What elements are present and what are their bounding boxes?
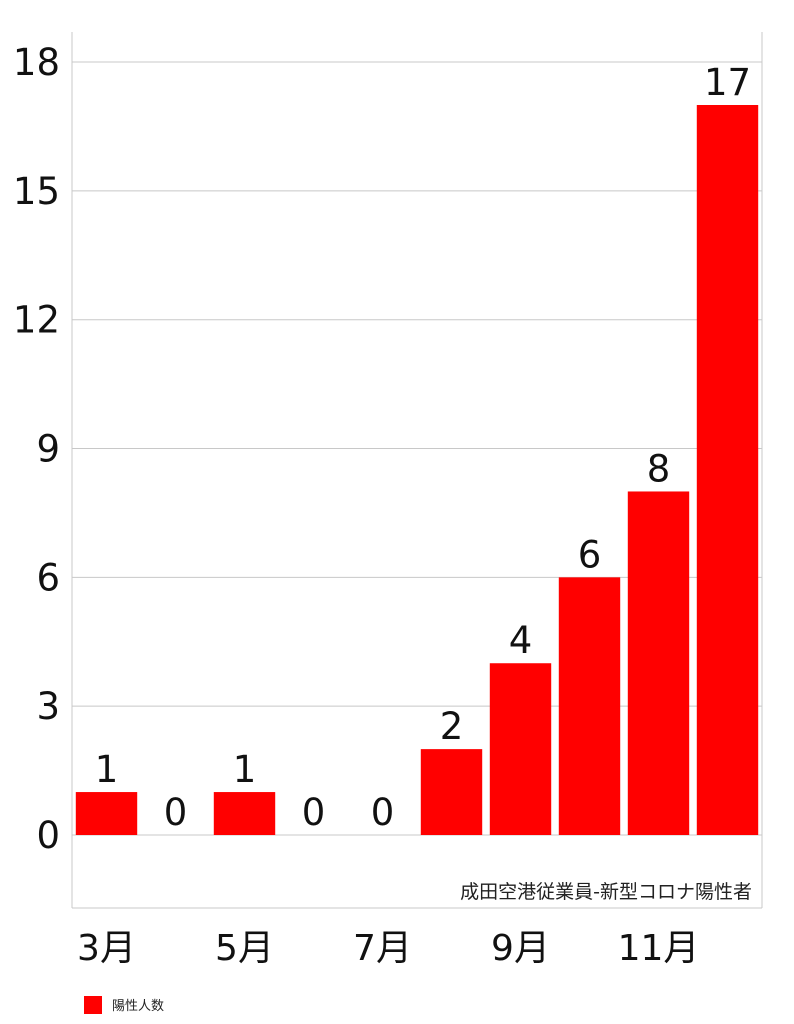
legend-label: 陽性人数 [112, 999, 164, 1014]
value-label: 2 [440, 705, 464, 748]
y-tick-label: 9 [36, 428, 60, 471]
x-tick-label: 3月 [77, 928, 136, 969]
y-tick-label: 15 [13, 170, 60, 213]
x-tick-label: 9月 [491, 928, 550, 969]
bar [696, 105, 759, 835]
value-label: 0 [164, 791, 188, 834]
bar [558, 577, 621, 835]
value-label: 1 [95, 748, 119, 791]
bar [75, 792, 138, 835]
legend-swatch [84, 996, 102, 1014]
x-tick-label: 5月 [215, 928, 274, 969]
value-label: 0 [371, 791, 395, 834]
value-label: 0 [302, 791, 326, 834]
bar [627, 491, 690, 835]
value-label: 4 [509, 619, 533, 662]
y-tick-label: 18 [13, 41, 60, 84]
value-label: 17 [704, 61, 751, 104]
bar [420, 749, 483, 835]
y-tick-label: 0 [36, 814, 60, 857]
bar [213, 792, 276, 835]
value-label: 8 [647, 447, 671, 490]
x-tick-label: 7月 [353, 928, 412, 969]
annotation: 成田空港従業員-新型コロナ陽性者 [460, 881, 752, 903]
value-label: 1 [233, 748, 257, 791]
y-tick-label: 3 [36, 685, 60, 728]
bar [489, 663, 552, 835]
x-tick-label: 11月 [618, 928, 700, 969]
y-tick-label: 6 [36, 556, 60, 599]
y-tick-label: 12 [13, 299, 60, 342]
value-label: 6 [578, 533, 602, 576]
